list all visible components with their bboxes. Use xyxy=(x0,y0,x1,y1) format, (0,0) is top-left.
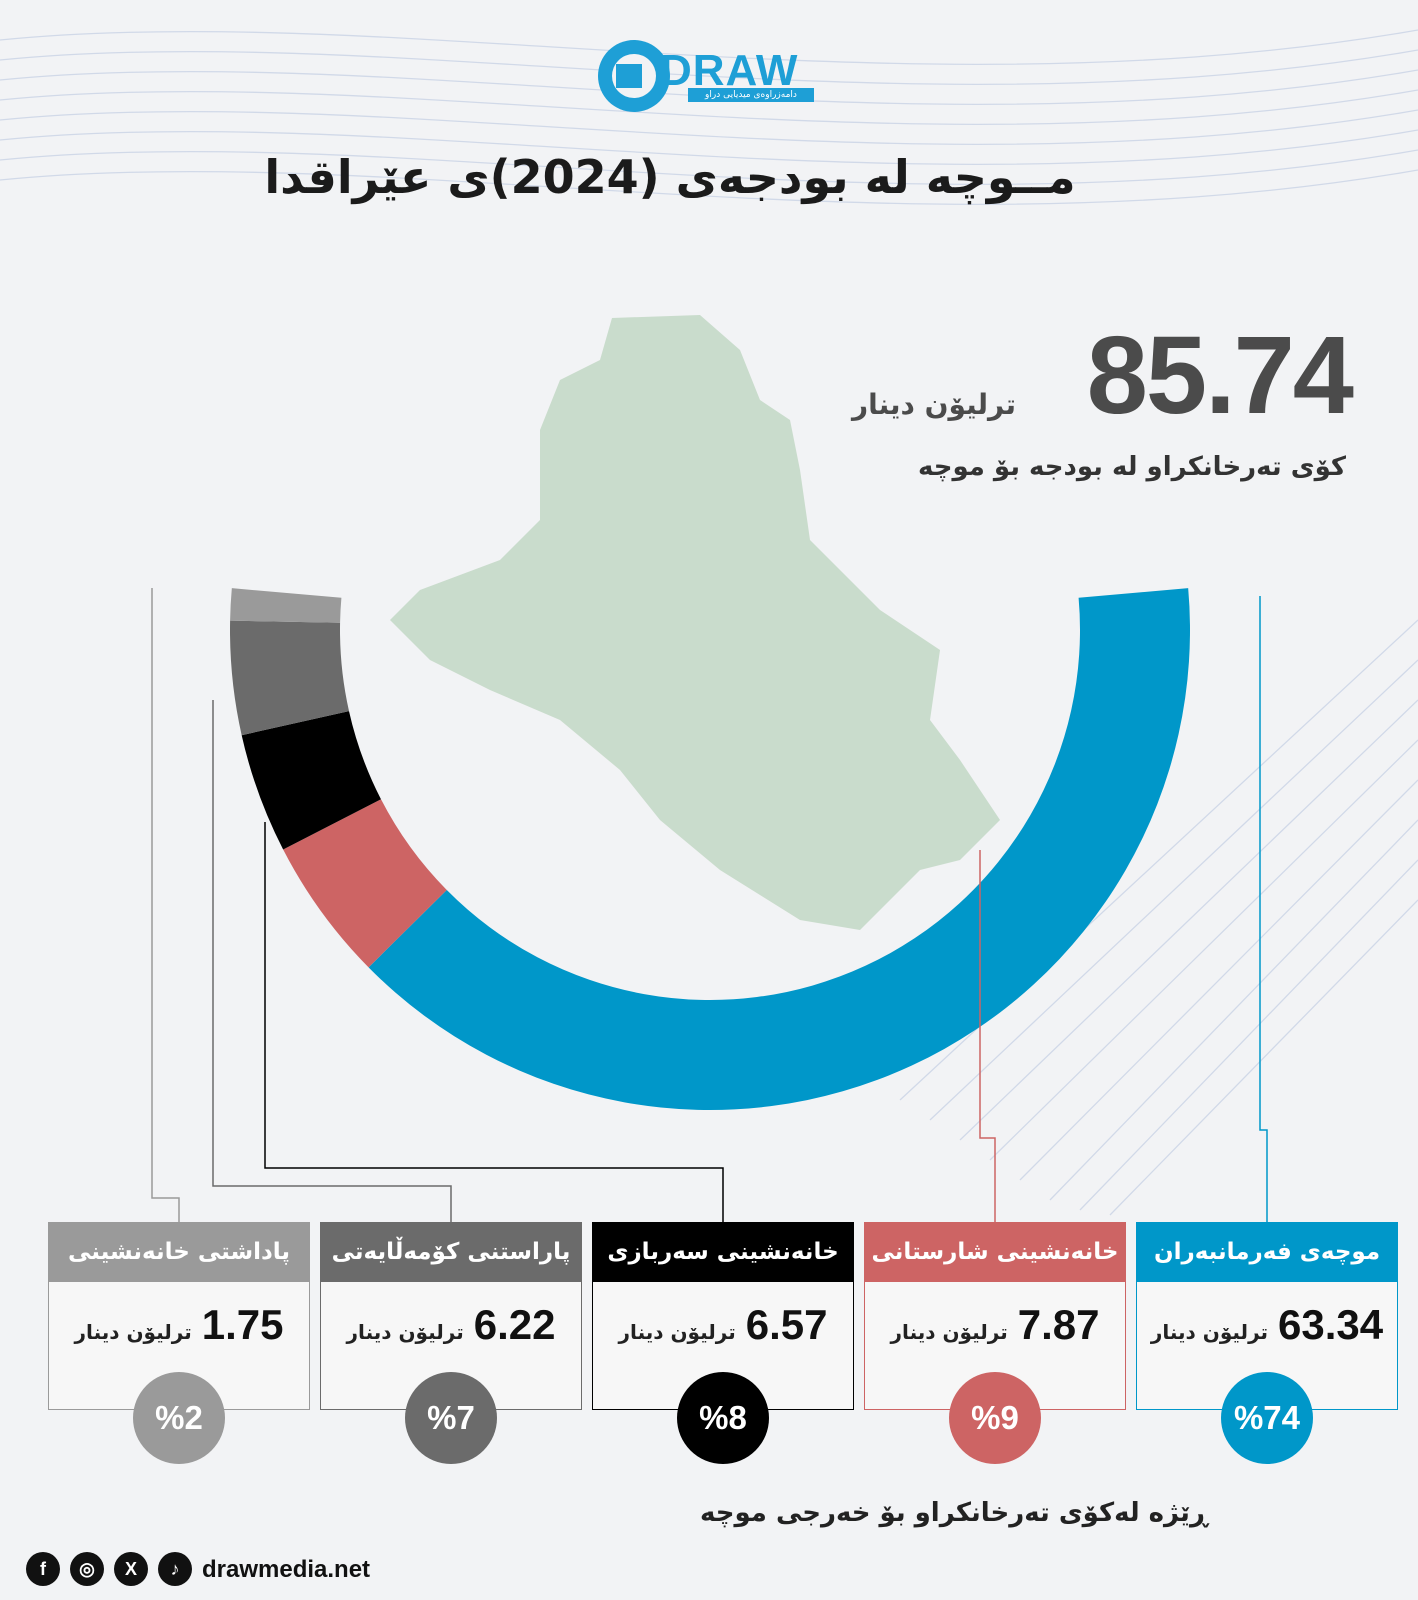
category-value-unit: ترلیۆن دینار xyxy=(890,1320,1008,1344)
category-label: خانەنشینی سەربازی xyxy=(592,1222,854,1282)
draw-logo xyxy=(598,40,670,112)
total-value: 85.74 xyxy=(1086,314,1354,437)
category-value-number: 6.22 xyxy=(473,1301,556,1348)
page-title: مــوچە لە بودجەی (2024)ی عێراقدا xyxy=(264,150,1076,204)
category-value-unit: ترلیۆن دینار xyxy=(346,1320,464,1344)
connector-line xyxy=(979,850,996,1222)
category-value: 63.34 ترلیۆن دینار xyxy=(1137,1301,1397,1349)
category-value-number: 1.75 xyxy=(201,1301,284,1348)
category-value: 6.57 ترلیۆن دینار xyxy=(593,1301,853,1349)
logo-text: DRAW xyxy=(660,46,799,95)
category-label: موچەی فەرمانبەران xyxy=(1136,1222,1398,1282)
footer-caption: ڕێژە لەکۆی تەرخانکراو بۆ خەرجی موچە xyxy=(700,1498,1208,1528)
percent-badge: %8 xyxy=(677,1372,769,1464)
category-value-unit: ترلیۆن دینار xyxy=(1150,1320,1269,1344)
connector-line xyxy=(1259,596,1268,1222)
total-caption: کۆی تەرخانکراو لە بودجە بۆ موچە xyxy=(917,452,1346,482)
percent-badge: %9 xyxy=(949,1372,1041,1464)
tiktok-icon[interactable]: ♪ xyxy=(158,1552,192,1586)
donut-segment-3 xyxy=(241,711,381,850)
category-value-number: 6.57 xyxy=(745,1301,828,1348)
category-value-number: 7.87 xyxy=(1017,1301,1100,1348)
donut-segment-5 xyxy=(230,588,342,623)
percent-badge: %74 xyxy=(1221,1372,1313,1464)
category-value-number: 63.34 xyxy=(1278,1301,1384,1348)
connector-line xyxy=(151,588,180,1222)
total-unit: ترلیۆن دینار xyxy=(851,388,1016,421)
category-value: 7.87 ترلیۆن دینار xyxy=(865,1301,1125,1349)
category-value-unit: ترلیۆن دینار xyxy=(618,1320,736,1344)
donut-segment-1 xyxy=(368,588,1191,1111)
site-link[interactable]: drawmedia.net xyxy=(202,1556,371,1583)
connector-line xyxy=(264,822,724,1222)
category-value: 6.22 ترلیۆن دینار xyxy=(321,1301,581,1349)
category-label: پاداشتی خانەنشینی xyxy=(48,1222,310,1282)
category-card: پاداشتی خانەنشینی 1.75 ترلیۆن دینار xyxy=(48,1222,310,1410)
percent-badge: %7 xyxy=(405,1372,497,1464)
logo-subtitle: دامەزراوەی میدیایی دراو xyxy=(688,88,814,102)
percent-badge: %2 xyxy=(133,1372,225,1464)
facebook-icon[interactable]: f xyxy=(26,1552,60,1586)
iraq-map-shape xyxy=(390,315,1000,930)
category-card: پاراستنی کۆمەڵایەتی 6.22 ترلیۆن دینار xyxy=(320,1222,582,1410)
instagram-icon[interactable]: ◎ xyxy=(70,1552,104,1586)
category-value-unit: ترلیۆن دینار xyxy=(74,1320,192,1344)
donut-segment-2 xyxy=(283,799,447,968)
category-value: 1.75 ترلیۆن دینار xyxy=(49,1301,309,1349)
connector-line xyxy=(212,700,452,1222)
category-label: خانەنشینی شارستانی xyxy=(864,1222,1126,1282)
category-label: پاراستنی کۆمەڵایەتی xyxy=(320,1222,582,1282)
x-icon[interactable]: X xyxy=(114,1552,148,1586)
donut-segment-4 xyxy=(230,620,349,736)
